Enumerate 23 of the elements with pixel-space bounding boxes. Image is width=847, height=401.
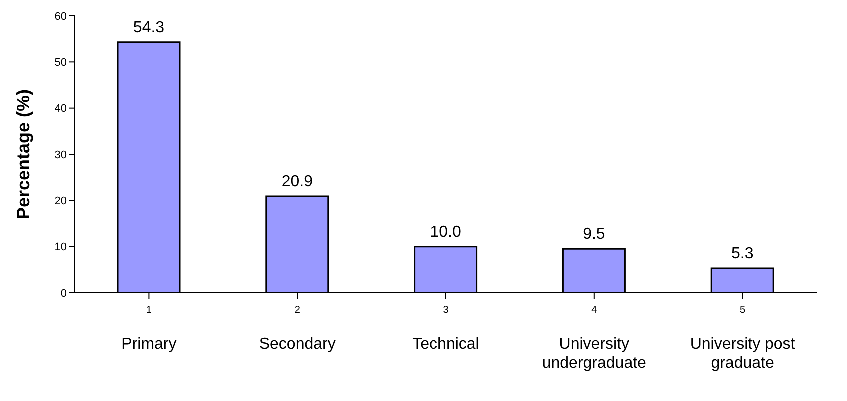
data-label: 10.0: [430, 224, 462, 241]
y-axis-title: Percentage (%): [13, 89, 34, 220]
text: University undergraduate: [542, 336, 647, 372]
y-tick-label: 20: [54, 196, 67, 208]
data-label: 5.3: [731, 246, 754, 263]
data-label: 20.9: [282, 174, 314, 191]
data-label: 54.3: [133, 19, 165, 36]
x-tick-label: 2: [294, 305, 301, 316]
y-tick-label: 10: [54, 242, 67, 254]
y-tick-label: 40: [54, 103, 67, 116]
text: University post graduate: [690, 336, 796, 372]
y-tick-label: 50: [54, 57, 67, 70]
text: Secondary: [259, 336, 336, 353]
text: Technical: [412, 336, 480, 353]
text: Primary: [122, 336, 177, 353]
x-tick-label: 1: [146, 305, 152, 316]
x-tick-label: 4: [592, 305, 598, 316]
y-tick-label: 0: [60, 288, 67, 300]
data-label: 9.5: [583, 226, 606, 244]
y-tick-label: 30: [54, 149, 67, 162]
y-tick-label: 60: [54, 10, 67, 23]
x-tick-label: 5: [740, 305, 746, 316]
x-tick-label: 3: [443, 305, 450, 316]
